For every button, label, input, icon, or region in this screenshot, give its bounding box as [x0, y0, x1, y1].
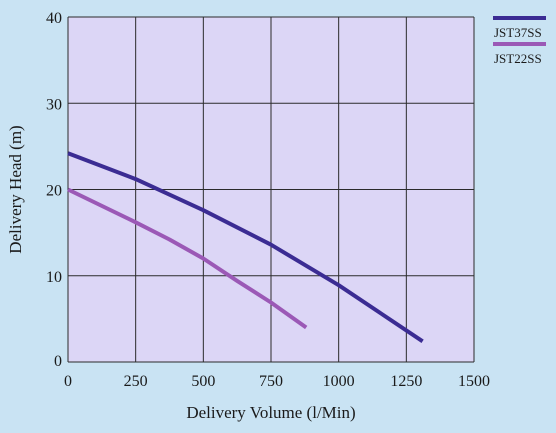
y-tick-label: 30	[46, 96, 62, 113]
series	[67, 151, 424, 343]
x-tick-label: 250	[124, 373, 148, 390]
series-line-jst37ss	[67, 151, 424, 343]
y-tick-label: 0	[54, 353, 62, 370]
legend-label: JST37SS	[494, 25, 542, 40]
y-tick-label: 20	[46, 183, 62, 200]
y-tick-label: 40	[46, 10, 62, 27]
x-tick-label: 1250	[390, 373, 422, 390]
legend-label: JST22SS	[494, 51, 542, 66]
tick-labels: 0 250 500 750 1000 1250 1500 0 10 20 30 40	[46, 10, 490, 390]
x-tick-label: 500	[191, 373, 215, 390]
x-axis-label: Delivery Volume (l/Min)	[186, 403, 355, 422]
x-tick-label: 750	[259, 373, 283, 390]
x-tick-label: 1000	[323, 373, 355, 390]
series-line-jst22ss	[67, 187, 308, 330]
y-tick-label: 10	[46, 269, 62, 286]
x-tick-label: 0	[64, 373, 72, 390]
x-tick-label: 1500	[458, 373, 490, 390]
legend: JST37SS JST22SS	[493, 16, 546, 66]
y-axis-label: Delivery Head (m)	[6, 125, 25, 253]
